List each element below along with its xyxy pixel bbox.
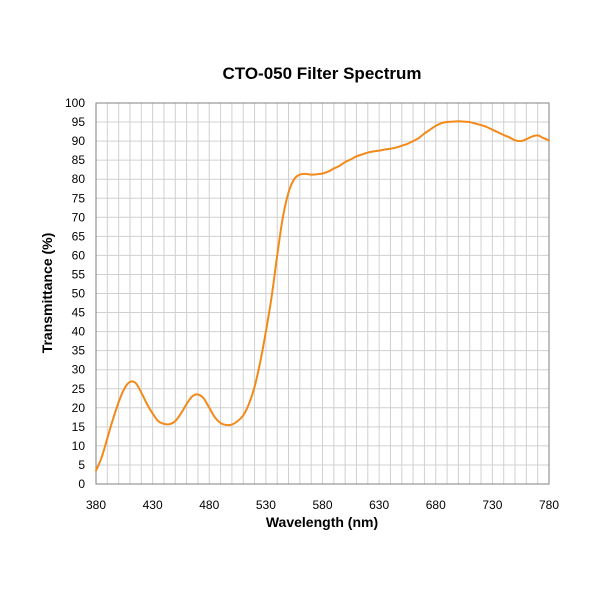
x-tick-label: 430 <box>143 498 163 512</box>
y-tick-label: 75 <box>72 191 86 205</box>
y-tick-label: 15 <box>72 420 86 434</box>
y-tick-label: 55 <box>72 267 86 281</box>
x-tick-label: 530 <box>256 498 276 512</box>
x-tick-labels: 380 430 480 530 580 630 680 730 780 <box>86 498 559 512</box>
y-tick-label: 100 <box>65 96 85 110</box>
y-tick-label: 70 <box>72 210 86 224</box>
y-tick-label: 50 <box>72 287 86 301</box>
y-tick-label: 30 <box>72 363 86 377</box>
y-tick-label: 65 <box>72 229 86 243</box>
x-tick-label: 480 <box>199 498 219 512</box>
y-tick-label: 5 <box>78 458 85 472</box>
x-tick-label: 780 <box>539 498 559 512</box>
y-tick-label: 40 <box>72 325 86 339</box>
plot-frame <box>95 102 550 485</box>
x-tick-label: 730 <box>482 498 502 512</box>
x-tick-label: 580 <box>312 498 332 512</box>
y-axis-label: Transmittance (%) <box>39 233 55 354</box>
y-tick-label: 10 <box>72 439 86 453</box>
x-tick-label: 380 <box>86 498 106 512</box>
y-tick-label: 0 <box>78 477 85 491</box>
series-line <box>95 120 550 472</box>
y-tick-label: 95 <box>72 115 86 129</box>
x-tick-label: 630 <box>369 498 389 512</box>
y-tick-label: 25 <box>72 382 86 396</box>
y-tick-label: 80 <box>72 172 86 186</box>
x-axis-label: Wavelength (nm) <box>266 514 378 530</box>
y-tick-label: 45 <box>72 306 86 320</box>
y-tick-label: 20 <box>72 401 86 415</box>
chart-title: CTO-050 Filter Spectrum <box>222 64 421 83</box>
y-tick-label: 90 <box>72 134 86 148</box>
y-tick-label: 60 <box>72 248 86 262</box>
x-tick-label: 680 <box>426 498 446 512</box>
y-tick-labels: 0 5 10 15 20 25 30 35 40 45 50 55 60 65 70 75 80 85 90 95 10… <box>65 96 85 491</box>
y-tick-label: 85 <box>72 153 86 167</box>
grid <box>95 102 550 485</box>
y-tick-label: 35 <box>72 344 86 358</box>
